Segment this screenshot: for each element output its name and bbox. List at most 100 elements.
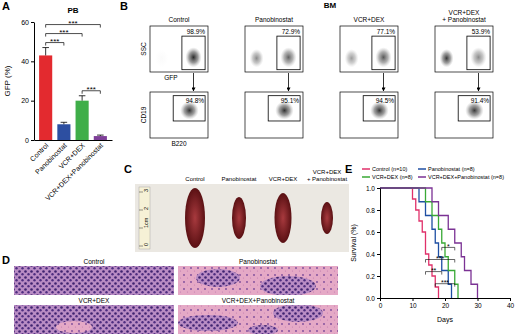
- tissue-region: [196, 269, 240, 287]
- tick-mark: [31, 101, 34, 102]
- gate-percentage: 72.9%: [282, 28, 301, 35]
- column-header: VCR+DEX: [269, 176, 298, 182]
- tick: 0: [379, 298, 383, 309]
- ruler: [139, 187, 150, 249]
- tissue: [178, 266, 338, 295]
- legend-swatch: [418, 176, 426, 178]
- ruler-label: 2: [143, 207, 149, 210]
- legend-label: VCR+DEX (n=8): [372, 174, 413, 180]
- column-header: VCR+DEX: [449, 9, 481, 16]
- significance: **: [431, 267, 437, 274]
- axis-title: GFP: [164, 74, 177, 81]
- tick-label: 40: [507, 302, 515, 309]
- panel-label: D: [2, 254, 10, 266]
- bar: [39, 55, 52, 140]
- legend-item: VCR+DEX+Panobinostat (n=8): [418, 174, 504, 180]
- histology-image: [14, 266, 174, 295]
- significance: ***: [68, 19, 77, 28]
- tick: 20: [442, 298, 450, 309]
- panel-label: E: [345, 163, 352, 175]
- population: [440, 49, 454, 67]
- population: [465, 101, 484, 119]
- population: [275, 101, 294, 119]
- gate-percentage: 94.5%: [376, 97, 395, 104]
- gate-percentage: 77.1%: [377, 28, 396, 35]
- tick: 10: [409, 298, 417, 309]
- gate-percentage: 94.8%: [186, 97, 205, 104]
- plot-frame: [150, 92, 208, 138]
- panel-a: 0204060ControlPanobinostatVCR+DEXVCR+DEX…: [3, 6, 113, 202]
- tick-mark: [377, 232, 380, 233]
- tick: VCR+DEX+Panobinostat: [44, 140, 104, 202]
- tick: 0.0: [366, 295, 380, 302]
- population: [470, 47, 486, 67]
- legend-swatch: [362, 176, 370, 178]
- plot-frame: [340, 26, 398, 72]
- tick-label: 0.6: [366, 229, 375, 236]
- tick-mark: [478, 298, 479, 301]
- legend-item: Control (n=10): [362, 166, 407, 172]
- tick-mark: [377, 210, 380, 211]
- tick-label: 0.2: [366, 273, 375, 280]
- tick-mark: [445, 298, 446, 301]
- panel-e: 0.00.20.40.60.81.0010203040Survival (%)D…: [350, 166, 514, 324]
- tick: Panobinostat: [34, 140, 68, 176]
- tissue-region: [178, 315, 238, 331]
- spleen: [232, 197, 246, 239]
- tick-mark: [377, 254, 380, 255]
- tick: 0.2: [366, 273, 380, 280]
- tissue: [14, 266, 174, 295]
- tick-mark: [31, 140, 34, 141]
- significance: *: [447, 243, 450, 250]
- error-bar: [42, 48, 49, 56]
- photo-background: [135, 184, 349, 252]
- tick-label: 30: [474, 302, 482, 309]
- axis-title: GFP (%): [3, 65, 12, 96]
- tissue-region: [56, 321, 92, 333]
- title: BM: [324, 1, 337, 10]
- column-header: Control: [185, 176, 204, 182]
- significance: ***: [50, 37, 59, 46]
- gate-percentage: 98.9%: [187, 28, 206, 35]
- axis: 0.0 0.2 0.4 0.6 0.8 1.0: [366, 185, 381, 302]
- tick-label: 1.0: [366, 185, 375, 192]
- legend-item: VCR+DEX (n=8): [362, 174, 413, 180]
- histology-image: [14, 305, 174, 334]
- bar: [57, 124, 70, 140]
- image-label: Control: [84, 258, 106, 265]
- column-header: VCR+DEX: [354, 16, 386, 23]
- column-header: VCR+DEX: [313, 169, 342, 175]
- tissue: [14, 305, 174, 334]
- tick-label: 0: [25, 137, 29, 144]
- axis-line: [35, 140, 113, 141]
- axis-title: SSC: [140, 42, 147, 56]
- axis-line: [34, 23, 35, 141]
- survival-line: [380, 188, 452, 298]
- tick: 0.4: [366, 251, 380, 258]
- population: [180, 101, 199, 119]
- survival-line: [380, 188, 478, 298]
- tick-label: 0.0: [366, 295, 375, 302]
- spleen: [275, 193, 292, 243]
- error-bar: [97, 135, 104, 137]
- spleen: [321, 202, 333, 234]
- population: [370, 101, 389, 119]
- population: [280, 47, 296, 67]
- tick: 20: [21, 97, 34, 104]
- ruler-label: 3: [143, 189, 149, 192]
- histology-image: [178, 266, 338, 295]
- image-label: VCR+DEX+Panobinostat: [222, 297, 295, 304]
- survival-line: [380, 188, 458, 298]
- arrow: [383, 73, 384, 91]
- panel-label: B: [120, 0, 128, 12]
- tick-mark: [31, 61, 34, 62]
- gate-percentage: 53.9%: [472, 28, 491, 35]
- tick-mark: [377, 298, 380, 299]
- tissue-region: [248, 325, 278, 334]
- tick: 0: [25, 137, 34, 144]
- lines: [380, 188, 478, 298]
- plot-frame: [435, 26, 493, 72]
- error-bar: [79, 96, 86, 101]
- tick-label: 0.8: [366, 207, 375, 214]
- population: [155, 49, 169, 67]
